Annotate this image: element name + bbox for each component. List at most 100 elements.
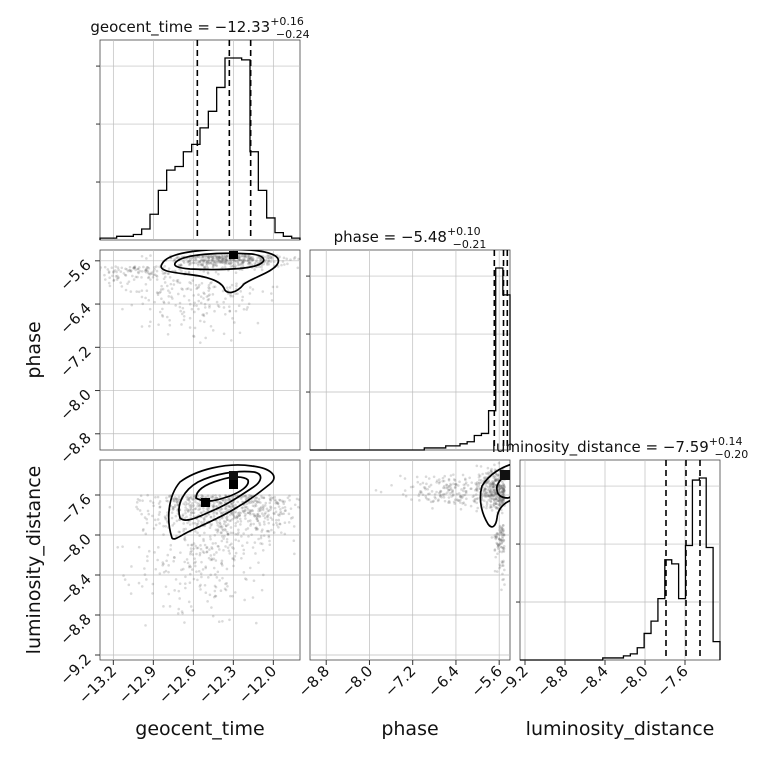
sample-point: [167, 564, 170, 567]
sample-point: [140, 276, 143, 279]
sample-point: [459, 494, 462, 498]
sample-point: [451, 494, 455, 497]
sample-point: [222, 254, 225, 258]
sample-point: [434, 497, 437, 500]
sample-point: [225, 259, 229, 262]
density-peak-lum-geocent-c: [201, 498, 210, 507]
sample-point: [255, 527, 259, 530]
sample-point: [418, 492, 421, 496]
sample-point: [185, 287, 188, 291]
sample-point: [204, 258, 207, 261]
sample-point: [261, 290, 265, 293]
sample-point: [318, 519, 321, 522]
sample-point: [246, 527, 250, 530]
density-peak-lum-phase: [500, 470, 510, 480]
sample-point: [207, 513, 211, 516]
sample-point: [202, 506, 205, 510]
sample-point: [257, 261, 260, 265]
sample-point: [225, 254, 228, 258]
sample-point: [438, 490, 442, 494]
sample-point: [210, 546, 213, 549]
sample-point: [156, 558, 159, 562]
sample-point: [438, 480, 441, 484]
sample-point: [177, 607, 181, 611]
sample-point: [145, 521, 149, 525]
sample-point: [219, 256, 223, 259]
sample-point: [249, 255, 253, 259]
sample-point: [214, 270, 218, 274]
sample-point: [215, 551, 218, 554]
sample-point: [269, 255, 272, 259]
sample-point: [452, 478, 456, 481]
sample-point: [246, 256, 250, 259]
sample-point: [226, 533, 230, 536]
sample-point: [171, 506, 175, 509]
sample-point: [195, 552, 198, 556]
sample-point: [224, 261, 228, 264]
sample-point: [168, 291, 172, 294]
sample-point: [182, 529, 185, 533]
sample-point: [200, 281, 204, 285]
sample-point: [249, 256, 252, 260]
sample-point: [254, 502, 257, 506]
sample-point: [268, 543, 272, 547]
sample-point: [503, 485, 506, 489]
sample-point: [483, 493, 487, 496]
sample-point: [403, 477, 407, 480]
sample-point: [280, 512, 284, 516]
sample-point: [495, 506, 498, 509]
sample-point: [140, 270, 144, 273]
sample-point: [127, 280, 131, 283]
sample-point: [238, 256, 241, 260]
sample-point: [498, 537, 501, 541]
sample-point: [219, 531, 223, 534]
sample-point: [225, 499, 228, 502]
sample-point: [475, 464, 479, 468]
sample-point: [216, 570, 220, 574]
sample-point: [187, 502, 191, 506]
sample-point: [180, 287, 183, 290]
sample-point: [501, 572, 504, 576]
sample-point: [289, 517, 293, 520]
sample-point: [218, 521, 221, 524]
sample-point: [454, 485, 457, 489]
sample-point: [493, 479, 497, 482]
sample-point: [258, 521, 261, 525]
sample-point: [252, 522, 256, 526]
sample-point: [171, 506, 175, 509]
sample-point: [469, 487, 472, 491]
sample-point: [242, 255, 246, 259]
sample-point: [493, 491, 497, 494]
sample-point: [251, 258, 255, 261]
sample-point: [267, 534, 271, 538]
sample-point: [172, 507, 175, 511]
sample-point: [489, 489, 492, 493]
sample-point: [475, 488, 478, 491]
sample-point: [255, 259, 258, 262]
sample-point: [189, 513, 193, 517]
sample-point: [275, 285, 279, 289]
sample-point: [244, 513, 247, 516]
sample-point: [450, 490, 454, 494]
sample-point: [220, 257, 224, 260]
sample-point: [240, 497, 243, 500]
sample-point: [489, 469, 493, 473]
sample-point: [442, 496, 446, 499]
sample-point: [190, 257, 194, 260]
sample-point: [224, 256, 227, 260]
sample-point: [218, 256, 221, 260]
sample-point: [485, 500, 489, 504]
sample-point: [166, 553, 170, 557]
sample-point: [201, 495, 205, 499]
sample-point: [222, 548, 225, 552]
sample-point: [209, 573, 213, 577]
sample-point: [502, 494, 506, 497]
ytick-label-luminosity_distance: −8.8: [56, 610, 94, 648]
sample-point: [261, 507, 265, 510]
sample-point: [192, 547, 195, 550]
sample-point: [264, 511, 267, 515]
sample-point: [501, 492, 505, 496]
sample-point: [202, 537, 205, 541]
sample-point: [225, 254, 229, 258]
sample-point: [160, 313, 164, 317]
